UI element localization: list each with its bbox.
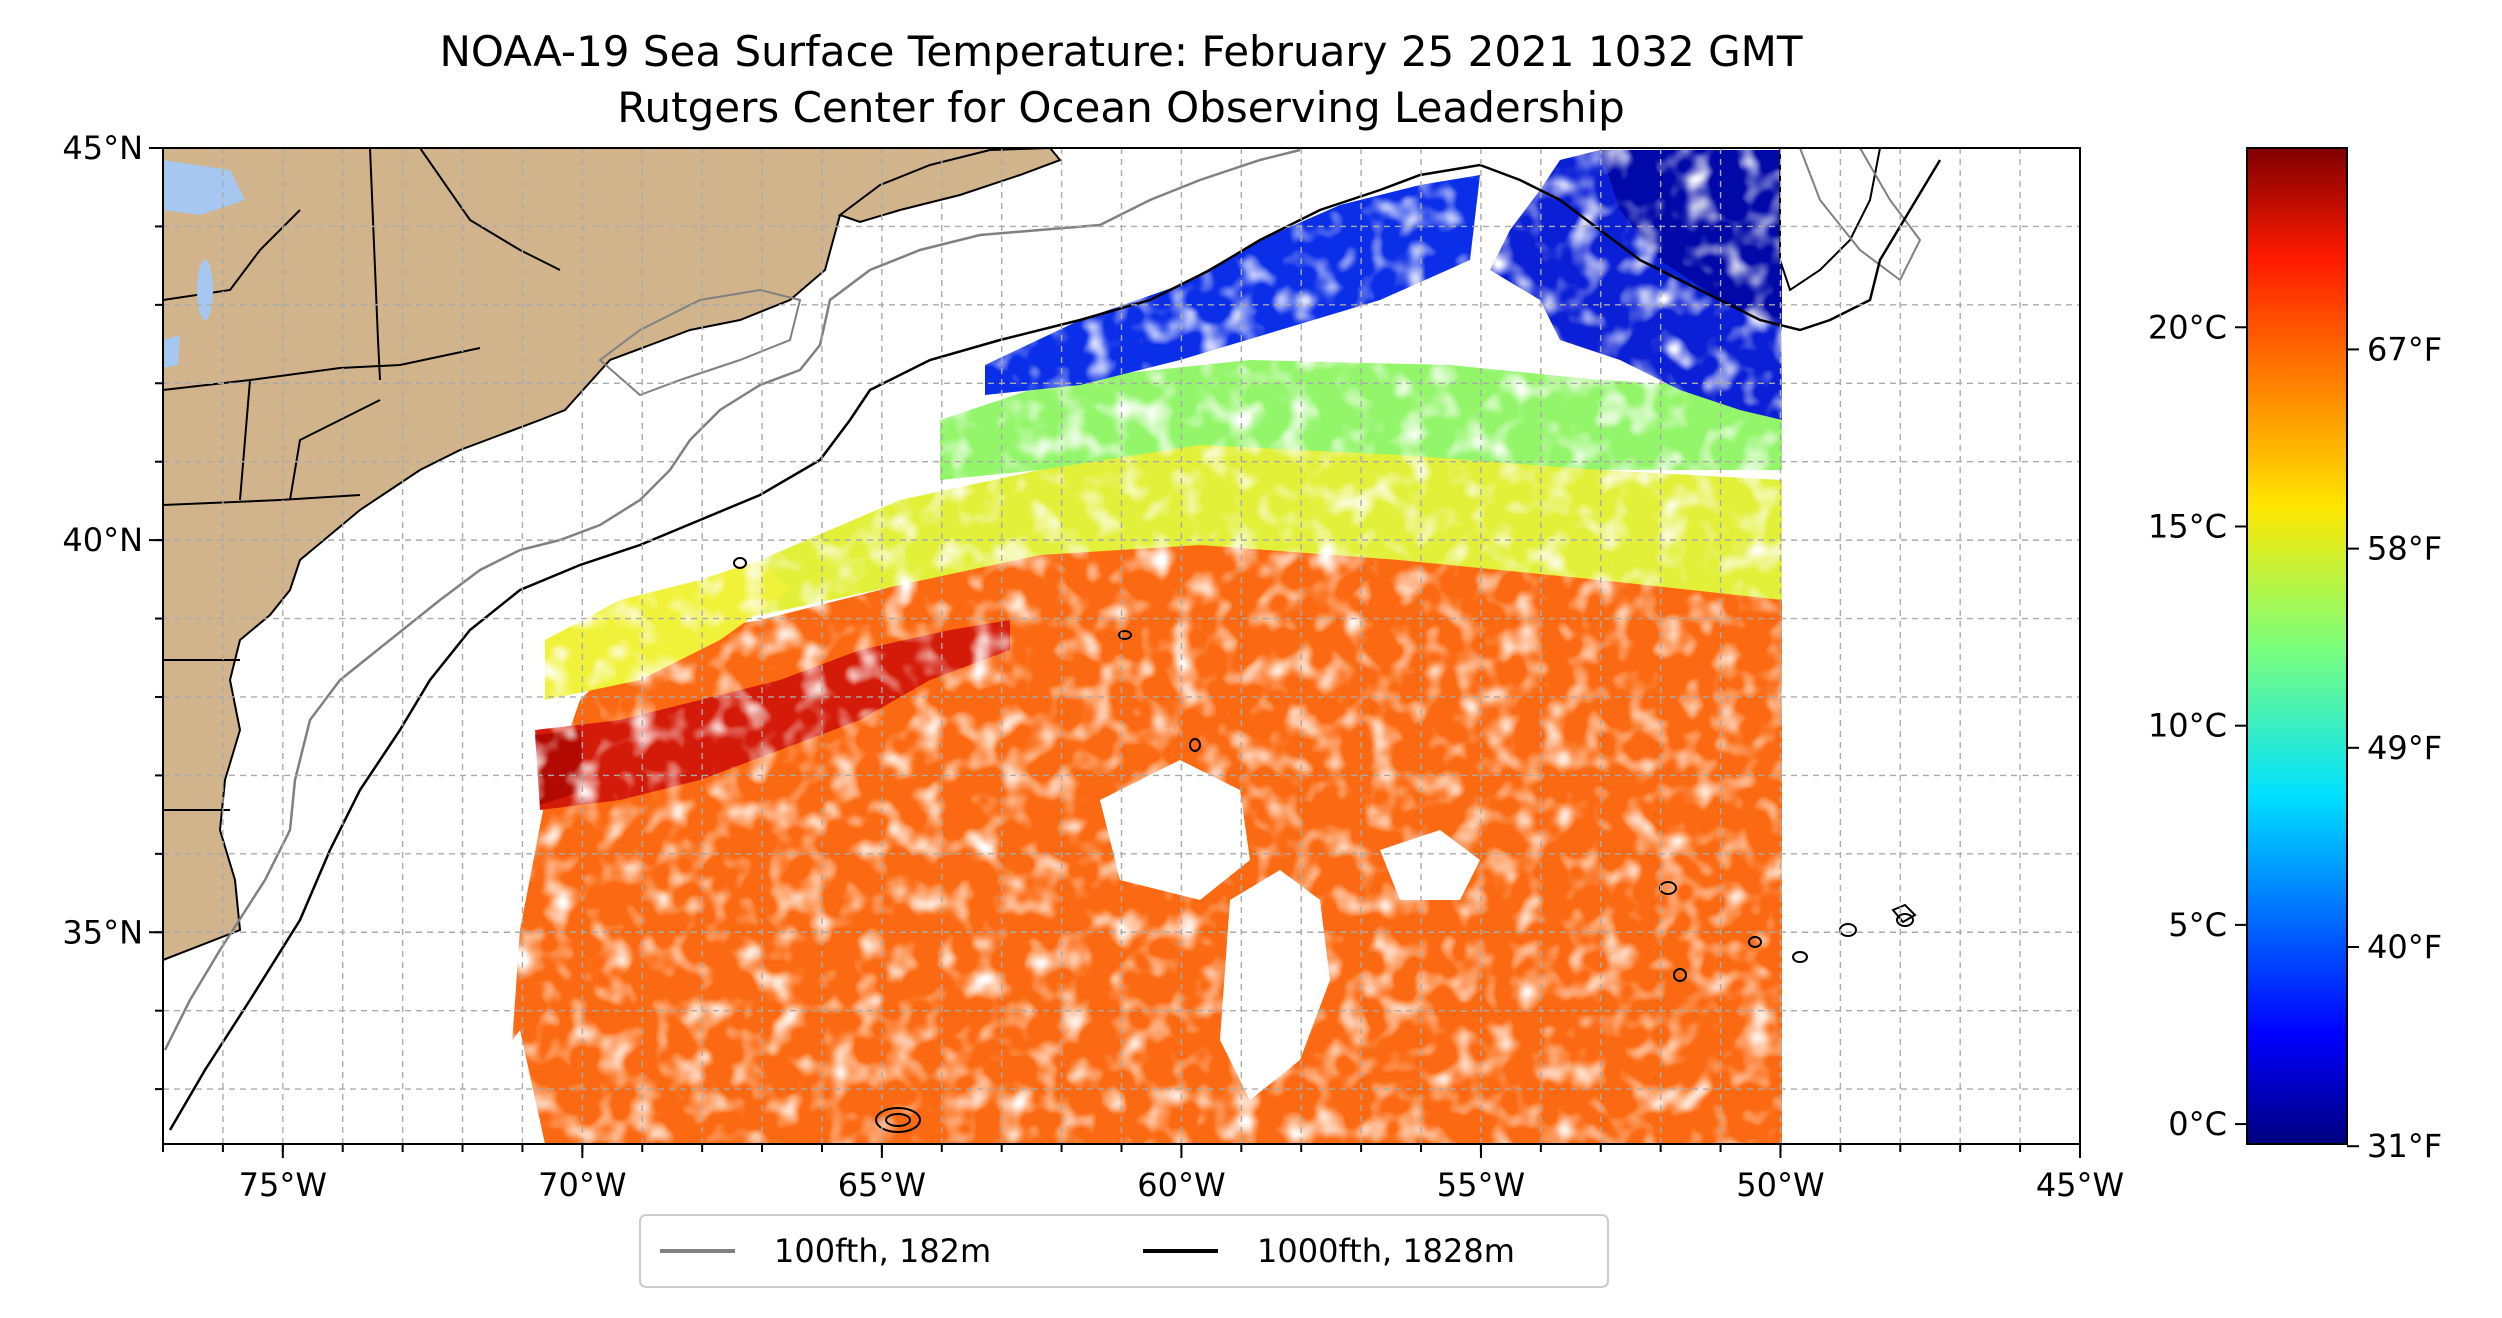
- lon-tick-label: 55°W: [1437, 1166, 1525, 1204]
- land-newfoundland: [1779, 148, 1882, 292]
- map-title-line2: Rutgers Center for Ocean Observing Leade…: [617, 83, 1625, 132]
- colorbar-celsius-label: 10°C: [2148, 707, 2227, 745]
- isobath-100fth: [163, 148, 1301, 1051]
- colorbar-fahrenheit-ticks: 31°F 40°F 49°F 58°F 67°F: [2347, 330, 2442, 1165]
- colorbar-gradient: [2246, 147, 2348, 1145]
- cloud-gap-mid: [1100, 760, 1250, 900]
- legend-label-1000fth: 1000fth, 1828m: [1257, 1232, 1515, 1270]
- lon-tick-label: 65°W: [838, 1166, 926, 1204]
- cloud-gap-south-edge: [505, 1030, 545, 1144]
- colorbar-fahrenheit-label: 49°F: [2367, 729, 2442, 767]
- latitude-axis: 45°N 40°N 35°N: [62, 129, 163, 1091]
- legend-label-100fth: 100fth, 182m: [774, 1232, 991, 1270]
- colorbar-fahrenheit-label: 31°F: [2367, 1127, 2442, 1165]
- colorbar-fahrenheit-label: 67°F: [2367, 330, 2442, 368]
- lat-tick-label: 45°N: [62, 129, 143, 167]
- lon-tick-label: 70°W: [538, 1166, 626, 1204]
- lon-tick-label: 75°W: [239, 1166, 327, 1204]
- colorbar-celsius-label: 20°C: [2148, 308, 2227, 346]
- colorbar-celsius-label: 15°C: [2148, 507, 2227, 545]
- longitude-axis: 75°W 70°W 65°W 60°W 55°W 50°W 45°W: [162, 1144, 2124, 1204]
- land-north-america: [163, 148, 1051, 962]
- land-nova-scotia: [837, 148, 1062, 224]
- cloud-gap-north: [1200, 148, 1560, 250]
- state-borders: [163, 148, 561, 811]
- legend-box: [639, 1214, 1609, 1288]
- lon-tick-label: 50°W: [1736, 1166, 1824, 1204]
- colorbar-fahrenheit-label: 40°F: [2367, 928, 2442, 966]
- lat-tick-label: 35°N: [62, 913, 143, 951]
- lakes: [163, 160, 245, 368]
- cloud-gap-south: [1220, 870, 1330, 1100]
- colorbar-celsius-label: 5°C: [2168, 906, 2227, 944]
- map-content: [163, 148, 2080, 1144]
- colorbar-celsius-label: 0°C: [2168, 1105, 2227, 1143]
- colorbar: 0°C 5°C 10°C 15°C 20°C 31°F 40°F 49°F 58°F 67°F: [2148, 147, 2442, 1165]
- colorbar-fahrenheit-label: 58°F: [2367, 530, 2442, 568]
- map-title-line1: NOAA-19 Sea Surface Temperature: Februar…: [439, 27, 1802, 76]
- lat-tick-label: 40°N: [62, 521, 143, 559]
- lon-tick-label: 45°W: [2036, 1166, 2124, 1204]
- isobath-legend: 100fth, 182m 1000fth, 1828m: [639, 1214, 1609, 1288]
- cloud-gap-east: [1380, 830, 1480, 900]
- colorbar-celsius-ticks: 0°C 5°C 10°C 15°C 20°C: [2148, 308, 2247, 1143]
- swath-edge-east: [1782, 148, 2080, 1144]
- map-gridlines: [163, 148, 2080, 1144]
- isobath-100fth-georges: [598, 288, 802, 397]
- isobath-1000fth: [168, 159, 1942, 1131]
- lon-tick-label: 60°W: [1137, 1166, 1225, 1204]
